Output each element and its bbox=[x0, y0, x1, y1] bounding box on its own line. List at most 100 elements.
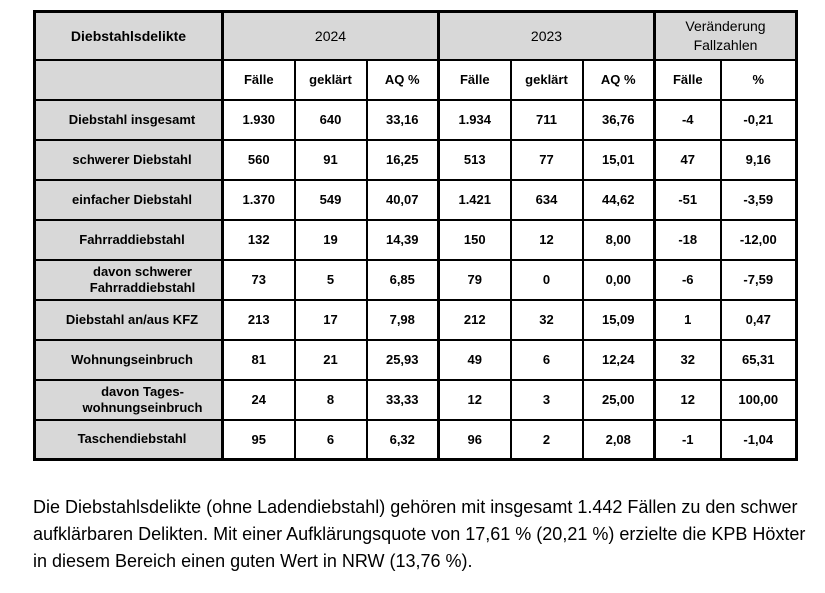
value-cell: 150 bbox=[437, 218, 512, 261]
value-cell: 1.370 bbox=[221, 178, 296, 221]
theft-statistics-table: Diebstahlsdelikte 2024 2023 Veränderung … bbox=[33, 10, 798, 461]
row-label: Diebstahl an/aus KFZ bbox=[33, 298, 224, 341]
row-label: schwerer Diebstahl bbox=[33, 138, 224, 181]
value-cell: 132 bbox=[221, 218, 296, 261]
value-cell: 65,31 bbox=[719, 338, 798, 381]
value-cell: -7,59 bbox=[719, 258, 798, 301]
value-cell: -0,21 bbox=[719, 98, 798, 141]
empty-header-cell bbox=[33, 58, 224, 101]
value-cell: 17 bbox=[293, 298, 368, 341]
value-cell: 212 bbox=[437, 298, 512, 341]
table-title: Diebstahlsdelikte bbox=[33, 10, 224, 61]
value-cell: -1 bbox=[653, 418, 722, 461]
value-cell: 1.930 bbox=[221, 98, 296, 141]
value-cell: 14,39 bbox=[365, 218, 440, 261]
value-cell: 19 bbox=[293, 218, 368, 261]
value-cell: 9,16 bbox=[719, 138, 798, 181]
value-cell: 15,01 bbox=[581, 138, 656, 181]
table-row: einfacher Diebstahl 1.370 549 40,07 1.421 634… bbox=[33, 178, 798, 221]
col-header: Fälle bbox=[653, 58, 722, 101]
row-label: Fahrraddiebstahl bbox=[33, 218, 224, 261]
value-cell: 1 bbox=[653, 298, 722, 341]
value-cell: -51 bbox=[653, 178, 722, 221]
value-cell: 33,16 bbox=[365, 98, 440, 141]
value-cell: 6 bbox=[293, 418, 368, 461]
value-cell: 21 bbox=[293, 338, 368, 381]
value-cell: 96 bbox=[437, 418, 512, 461]
value-cell: 711 bbox=[509, 98, 584, 141]
row-label: davon schwerer Fahrraddiebstahl bbox=[33, 258, 224, 301]
table-row: Diebstahl insgesamt 1.930 640 33,16 1.934 711… bbox=[33, 98, 798, 141]
value-cell: 2,08 bbox=[581, 418, 656, 461]
table-row: Fahrraddiebstahl 132 19 14,39 150 12 8,00 -18 -1… bbox=[33, 218, 798, 261]
value-cell: 0 bbox=[509, 258, 584, 301]
table-body: Diebstahl insgesamt 1.930 640 33,16 1.934 711… bbox=[33, 98, 798, 461]
year-2024-header: 2024 bbox=[221, 10, 440, 61]
value-cell: 7,98 bbox=[365, 298, 440, 341]
col-header: % bbox=[719, 58, 798, 101]
value-cell: 36,76 bbox=[581, 98, 656, 141]
value-cell: 1.934 bbox=[437, 98, 512, 141]
row-label: Diebstahl insgesamt bbox=[33, 98, 224, 141]
value-cell: -4 bbox=[653, 98, 722, 141]
value-cell: 32 bbox=[653, 338, 722, 381]
value-cell: 25,93 bbox=[365, 338, 440, 381]
value-cell: 213 bbox=[221, 298, 296, 341]
value-cell: 549 bbox=[293, 178, 368, 221]
table-header-columns: Fälle geklärt AQ % Fälle geklärt AQ % Fä… bbox=[33, 58, 798, 101]
value-cell: 640 bbox=[293, 98, 368, 141]
value-cell: 0,00 bbox=[581, 258, 656, 301]
value-cell: 100,00 bbox=[719, 378, 798, 421]
value-cell: 6,32 bbox=[365, 418, 440, 461]
row-label: einfacher Diebstahl bbox=[33, 178, 224, 221]
col-header: AQ % bbox=[581, 58, 656, 101]
value-cell: 44,62 bbox=[581, 178, 656, 221]
value-cell: 2 bbox=[509, 418, 584, 461]
value-cell: 8,00 bbox=[581, 218, 656, 261]
change-header: Veränderung Fallzahlen bbox=[653, 10, 798, 61]
value-cell: 15,09 bbox=[581, 298, 656, 341]
table-row: Diebstahl an/aus KFZ 213 17 7,98 212 32 15,09 1… bbox=[33, 298, 798, 341]
value-cell: 33,33 bbox=[365, 378, 440, 421]
value-cell: 95 bbox=[221, 418, 296, 461]
value-cell: 513 bbox=[437, 138, 512, 181]
value-cell: 12 bbox=[509, 218, 584, 261]
value-cell: 12,24 bbox=[581, 338, 656, 381]
table-row: schwerer Diebstahl 560 91 16,25 513 77 15,01 47… bbox=[33, 138, 798, 181]
value-cell: 77 bbox=[509, 138, 584, 181]
value-cell: 6,85 bbox=[365, 258, 440, 301]
value-cell: 79 bbox=[437, 258, 512, 301]
value-cell: -3,59 bbox=[719, 178, 798, 221]
value-cell: 16,25 bbox=[365, 138, 440, 181]
value-cell: 40,07 bbox=[365, 178, 440, 221]
summary-paragraph: Die Diebstahlsdelikte (ohne Ladendiebsta… bbox=[33, 497, 806, 571]
table-row: Wohnungseinbruch 81 21 25,93 49 6 12,24 32 65,31 bbox=[33, 338, 798, 381]
table-row: Taschendiebstahl 95 6 6,32 96 2 2,08 -1 -1,04 bbox=[33, 418, 798, 461]
value-cell: 47 bbox=[653, 138, 722, 181]
value-cell: -12,00 bbox=[719, 218, 798, 261]
value-cell: -18 bbox=[653, 218, 722, 261]
value-cell: 25,00 bbox=[581, 378, 656, 421]
value-cell: 73 bbox=[221, 258, 296, 301]
col-header: Fälle bbox=[437, 58, 512, 101]
value-cell: 49 bbox=[437, 338, 512, 381]
value-cell: 0,47 bbox=[719, 298, 798, 341]
value-cell: 12 bbox=[653, 378, 722, 421]
value-cell: 560 bbox=[221, 138, 296, 181]
value-cell: 6 bbox=[509, 338, 584, 381]
row-label: davon Tages- wohnungseinbruch bbox=[33, 378, 224, 421]
value-cell: 1.421 bbox=[437, 178, 512, 221]
value-cell: 12 bbox=[437, 378, 512, 421]
table-header-groups: Diebstahlsdelikte 2024 2023 Veränderung … bbox=[33, 10, 798, 61]
col-header: AQ % bbox=[365, 58, 440, 101]
row-label: Taschendiebstahl bbox=[33, 418, 224, 461]
year-2023-header: 2023 bbox=[437, 10, 656, 61]
value-cell: 81 bbox=[221, 338, 296, 381]
table-row: davon schwerer Fahrraddiebstahl 73 5 6,85 79… bbox=[33, 258, 798, 301]
value-cell: 3 bbox=[509, 378, 584, 421]
table-row: davon Tages- wohnungseinbruch 24 8 33,33 12 3… bbox=[33, 378, 798, 421]
value-cell: -1,04 bbox=[719, 418, 798, 461]
value-cell: 634 bbox=[509, 178, 584, 221]
value-cell: 8 bbox=[293, 378, 368, 421]
